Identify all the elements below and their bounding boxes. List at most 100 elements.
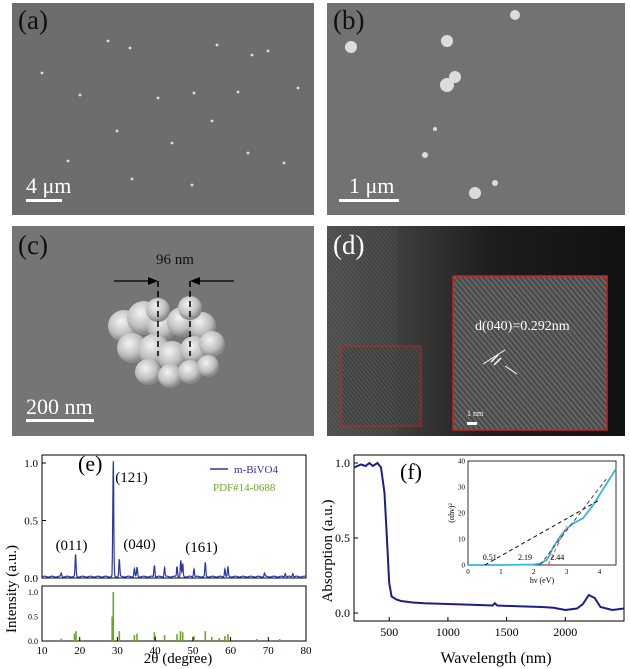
inset-y-tick-label: 0 [462,562,466,570]
inset-y-tick-label: 30 [458,484,466,492]
particle [40,71,44,75]
particle [236,90,240,94]
y-tick-label: 0.5 [335,531,350,545]
inset-curve [468,468,617,566]
peak-label: (121) [115,470,148,486]
particle [433,127,437,131]
peak-label: (011) [56,538,88,554]
particle [266,49,270,53]
legend-text-pdf: PDF#14-0688 [213,482,276,494]
scale-bar-b [339,199,399,202]
inset-x-tick-label: 1 [499,568,503,576]
tem-image-d: (d) d(040)=0.292nm 1 nm [327,226,625,436]
inset-y-tick-label: 10 [458,536,466,544]
lattice-spacing-text: d(040)=0.292nm [475,319,570,334]
xlabel-f: Wavelength (nm) [440,650,551,667]
sem-image-a: (a) 4 μm [12,3,314,215]
particle [441,35,453,47]
x-tick-label: 20 [74,645,86,657]
particle [422,152,428,158]
panel-label-a: (a) [18,5,48,35]
sem-image-b: (b) 1 μm [327,3,625,215]
x-tick-label: 2000 [553,625,577,639]
particle [250,53,254,57]
inset-annotation: 2.44 [550,553,564,562]
inset-fit-line [547,525,568,566]
panel-label-f: (f) [400,459,422,484]
inset-frame [467,460,617,566]
particle [106,39,110,43]
legend-text-m-bivo4: m-BiVO4 [234,464,279,476]
x-tick-label: 60 [225,645,237,657]
particle [170,141,174,145]
xrd-chart: (e) Intensity (a.u.) 2θ (degree) 10 20 30 4… [4,451,313,667]
particle [215,43,219,47]
particle [345,41,357,53]
inset-x-tick-label: 4 [598,568,602,576]
ylabel-e: Intensity (a.u.) [4,545,20,633]
measure-text-c: 96 nm [156,252,194,268]
scale-bar-a [26,199,62,202]
x-tick-label: 1000 [436,625,460,639]
particle [128,46,132,50]
scale-bar-c [26,419,94,422]
particle [66,159,70,163]
inset-y-tick-label: 20 [458,510,466,518]
particles-b [345,10,520,199]
particle [440,78,454,92]
y-tick-label: 0.5 [24,516,38,528]
scale-text-c: 200 nm [26,394,93,419]
inset-fit-line [484,499,600,566]
inset-x-tick-label: 3 [565,568,569,576]
inset-y-tick-label: 40 [458,458,466,466]
scale-text-b: 1 μm [349,173,395,198]
particle [246,151,250,155]
particle [190,183,194,187]
ref-y-tick-label: 0.5 [28,613,38,622]
y-tick-label: 0.0 [335,606,350,620]
particle [449,71,461,83]
y-tick-label: 0.0 [24,573,38,585]
ylabel-f: Absorption (a.u.) [320,500,336,603]
inset-ylabel: (αhν)² [447,503,456,523]
tem-lattice-d [327,226,608,436]
peak-label: (161) [185,540,218,556]
inset-scale-text-d: 1 nm [467,409,484,418]
particle [115,129,119,133]
panel-label-c: (c) [18,230,48,260]
absorption-chart: (f) Absorption (a.u.) Wavelength (nm) 50… [320,454,625,667]
inset-annotation: 2.19 [518,553,532,562]
x-tick-label: 70 [263,645,275,657]
inset-x-tick-label: 0 [466,568,470,576]
particle [78,93,82,97]
xlabel-e: 2θ (degree) [144,651,212,667]
particles-a [40,39,300,187]
x-tick-label: 80 [301,645,313,657]
particle [469,187,481,199]
particle [130,177,134,181]
particle [296,86,300,90]
particle-cluster-c [108,277,234,388]
panel-label-d: (d) [333,230,365,260]
inset-x-tick-label: 2 [532,568,536,576]
reference-frame-e [41,585,307,642]
particle [510,10,520,20]
y-tick-label: 1.0 [335,456,350,470]
x-tick-label: 10 [37,645,49,657]
particle [156,96,160,100]
scale-text-a: 4 μm [26,173,72,198]
x-tick-label: 1500 [495,625,519,639]
series-m-bivo4 [41,461,307,578]
particle [210,119,214,123]
x-tick-label: 50 [187,645,199,657]
x-tick-label: 40 [150,645,162,657]
ref-y-tick-label: 0.0 [28,637,38,646]
x-tick-label: 500 [380,625,398,639]
particle [192,91,196,95]
peak-label: (040) [123,537,156,553]
inset-annotation: 0.51 [483,553,497,562]
particle [492,180,498,186]
ref-y-tick-label: 1.0 [28,588,38,597]
sem-image-c: 96 nm (c) 200 nm [12,226,314,436]
plot-frame-e [41,454,307,579]
